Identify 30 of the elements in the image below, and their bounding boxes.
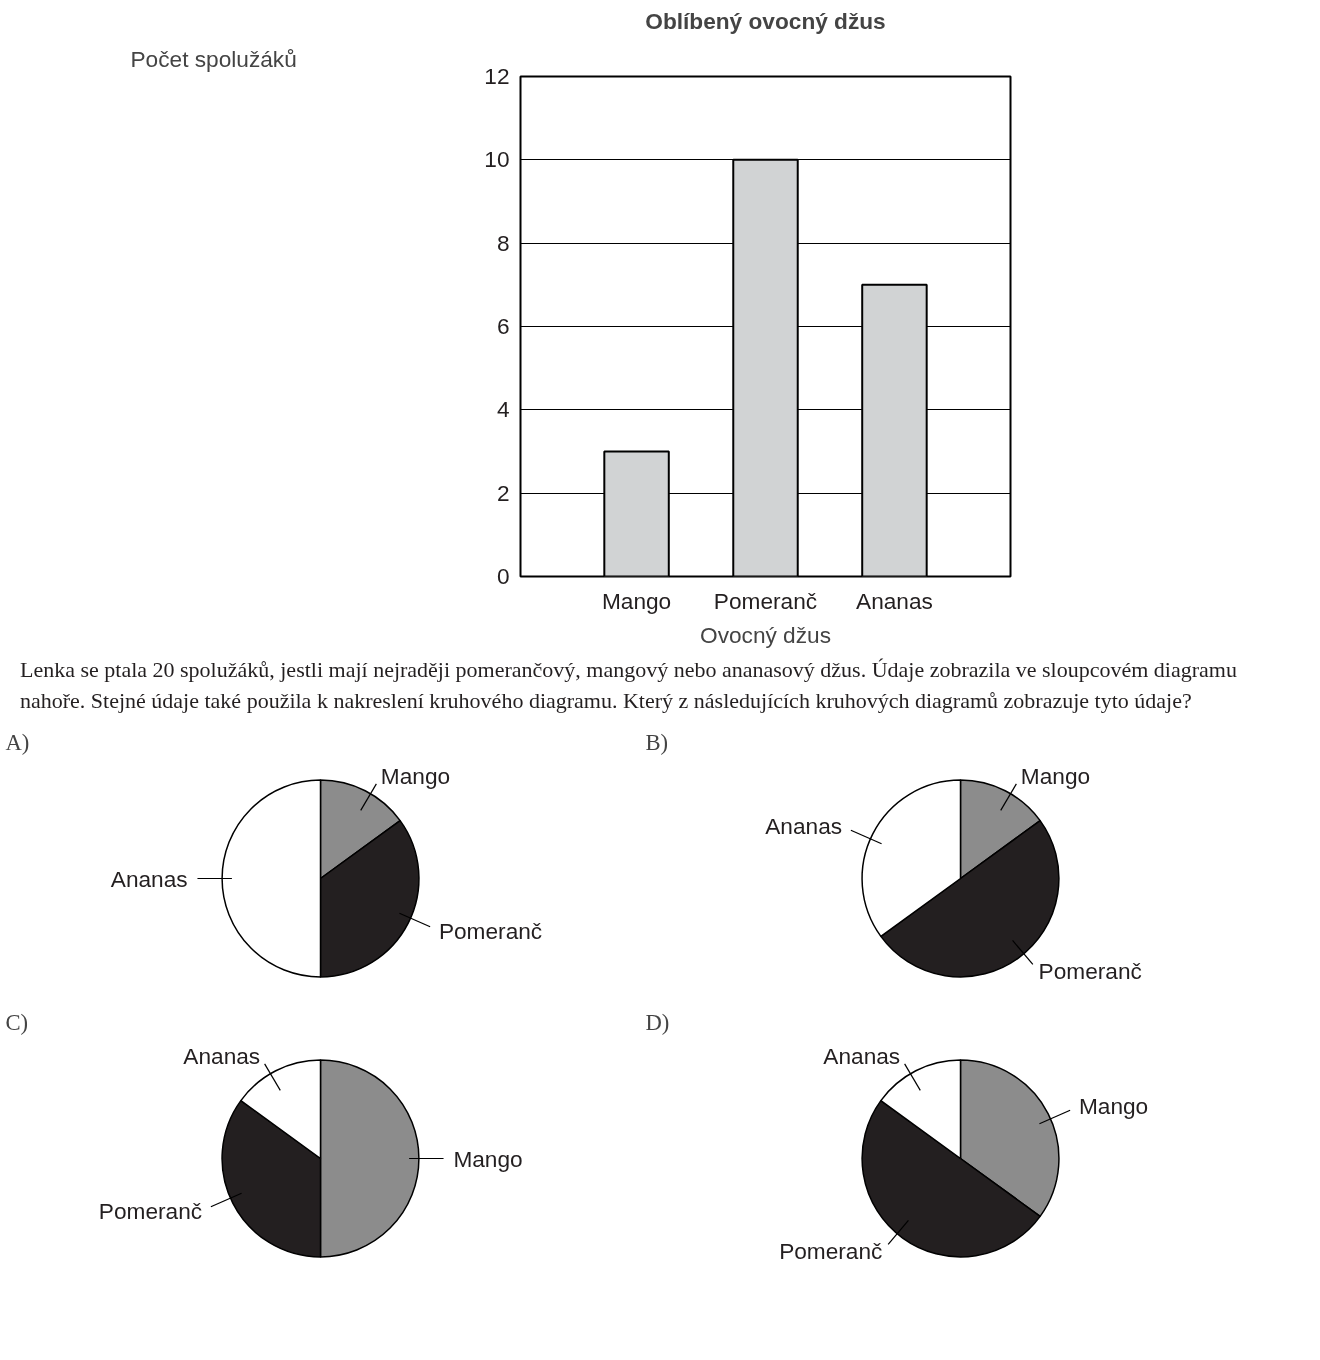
slice-label: Ananas [183,1042,261,1069]
slice-label: Mango [1078,1093,1149,1119]
slice-label: Mango [1020,762,1091,789]
y-tick-label: 6 [496,313,510,339]
y-tick-label: 4 [496,396,510,423]
y-tick-label: 2 [496,479,510,506]
chart-title: B) [645,729,669,755]
slice-label: Mango [453,1145,523,1172]
y-tick-label: 12 [484,63,510,89]
x-tick-label: Mango [601,587,672,614]
slice-label: Ananas [823,1042,901,1069]
slice-label: Mango [380,762,451,789]
y-tick-label: 10 [484,146,510,173]
slice-label: Pomeranč [98,1197,203,1224]
slice-label: Pomeranč [1038,957,1142,984]
text: Lenka se ptala 20 spolužáků, jestli mají nejraději pomerančový, mangový nebo ananasový džus. Údaje zobrazila ve sloupcovém diagramu nahoře. Stejné údaje také použila k nakreslení kruhového diagramu. Který z následujících kruhových diagramů zobrazuje tyto údaje? [20,656,1238,715]
x-axis-title: Ovocný džus [700,621,831,648]
y-axis-title: Počet spolužáků [130,45,297,72]
y-tick-label: 0 [496,563,510,589]
chart-title: C) [5,1009,29,1035]
slice-label: Ananas [765,813,843,839]
slice-label: Ananas [110,865,188,892]
slice-label: Pomeranč [438,917,543,944]
slice-label: Pomeranč [779,1237,883,1264]
chart-title: Oblíbený ovocný džus [645,7,886,34]
x-tick-label: Pomeranč [713,587,818,614]
chart-title: D) [645,1009,670,1035]
x-tick-label: Ananas [856,587,933,614]
chart-title: A) [5,729,30,755]
y-tick-label: 8 [496,229,510,256]
